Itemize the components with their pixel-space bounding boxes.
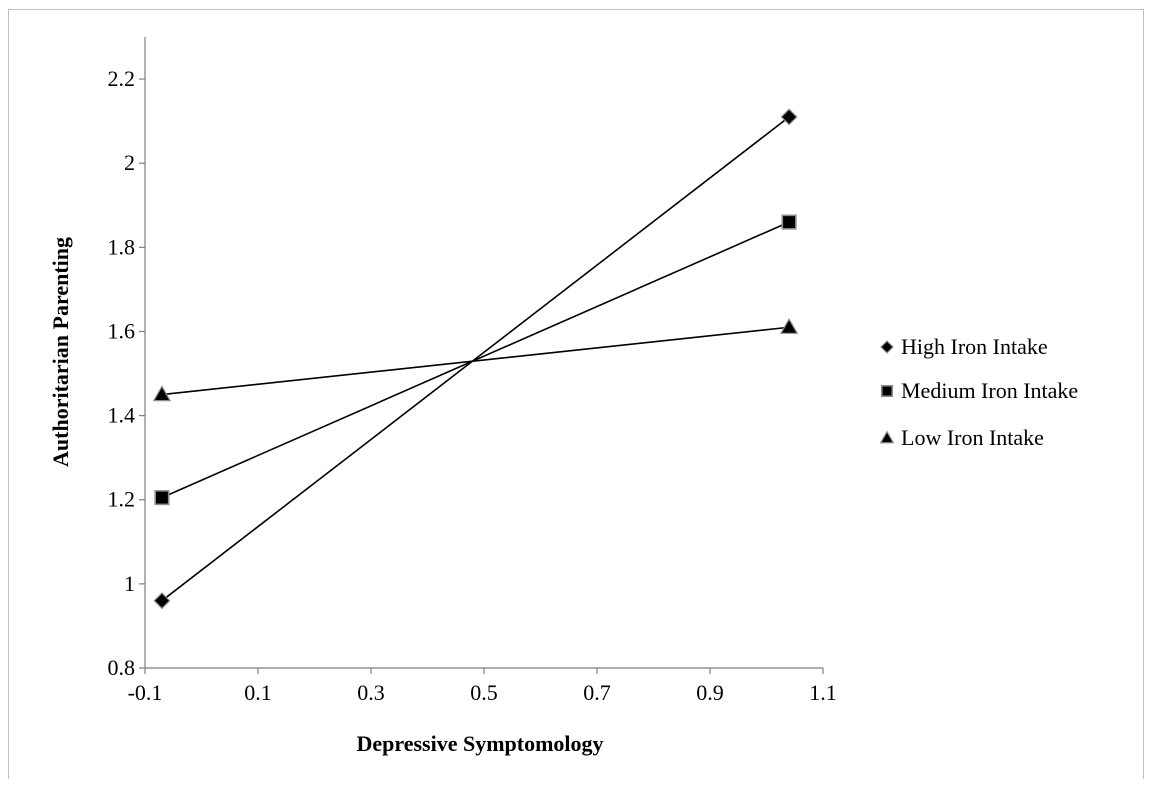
y-tick-label: 1.6 bbox=[108, 318, 136, 343]
y-tick-label: 1.4 bbox=[108, 403, 136, 428]
y-tick-label: 1.8 bbox=[108, 234, 136, 259]
data-point-high-iron bbox=[780, 108, 798, 126]
legend: High Iron Intake Medium Iron Intake Low Ir… bbox=[879, 334, 1078, 450]
x-tick-label: -0.1 bbox=[128, 680, 163, 705]
x-tick-label: 1.1 bbox=[809, 680, 837, 705]
legend-label-low-iron: Low Iron Intake bbox=[901, 425, 1044, 450]
series-group bbox=[152, 108, 799, 610]
y-axis-title: Authoritarian Parenting bbox=[48, 237, 73, 467]
series-line-low-iron bbox=[161, 326, 790, 396]
x-tick-label: 0.3 bbox=[357, 680, 385, 705]
series-line-high-iron bbox=[161, 116, 790, 602]
legend-marker-medium-iron bbox=[880, 384, 894, 398]
y-tick-label: 1 bbox=[124, 571, 135, 596]
chart-frame bbox=[8, 9, 1144, 779]
legend-marker-high-iron bbox=[880, 340, 894, 354]
y-tick-label: 2 bbox=[124, 150, 135, 175]
y-tick-label: 0.8 bbox=[108, 655, 136, 680]
data-point-low-iron bbox=[152, 385, 172, 402]
x-axis-ticks: -0.1 0.1 0.3 0.5 0.7 0.9 1.1 bbox=[128, 668, 837, 705]
y-tick-label: 2.2 bbox=[108, 66, 136, 91]
data-point-low-iron bbox=[779, 317, 799, 334]
x-tick-label: 0.5 bbox=[470, 680, 498, 705]
x-axis-title: Depressive Symptomology bbox=[356, 731, 603, 756]
y-tick-label: 1.2 bbox=[108, 487, 136, 512]
legend-label-high-iron: High Iron Intake bbox=[901, 334, 1048, 359]
x-tick-label: 0.1 bbox=[244, 680, 272, 705]
legend-marker-low-iron bbox=[879, 430, 895, 444]
data-point-medium-iron bbox=[154, 490, 170, 506]
legend-label-medium-iron: Medium Iron Intake bbox=[901, 378, 1078, 403]
data-point-medium-iron bbox=[781, 214, 797, 230]
data-point-high-iron bbox=[153, 592, 171, 610]
x-tick-label: 0.9 bbox=[696, 680, 724, 705]
series-line-medium-iron bbox=[161, 221, 790, 499]
x-tick-label: 0.7 bbox=[583, 680, 611, 705]
y-axis-ticks: 0.8 1 1.2 1.4 1.6 1.8 2 2.2 bbox=[108, 66, 145, 680]
